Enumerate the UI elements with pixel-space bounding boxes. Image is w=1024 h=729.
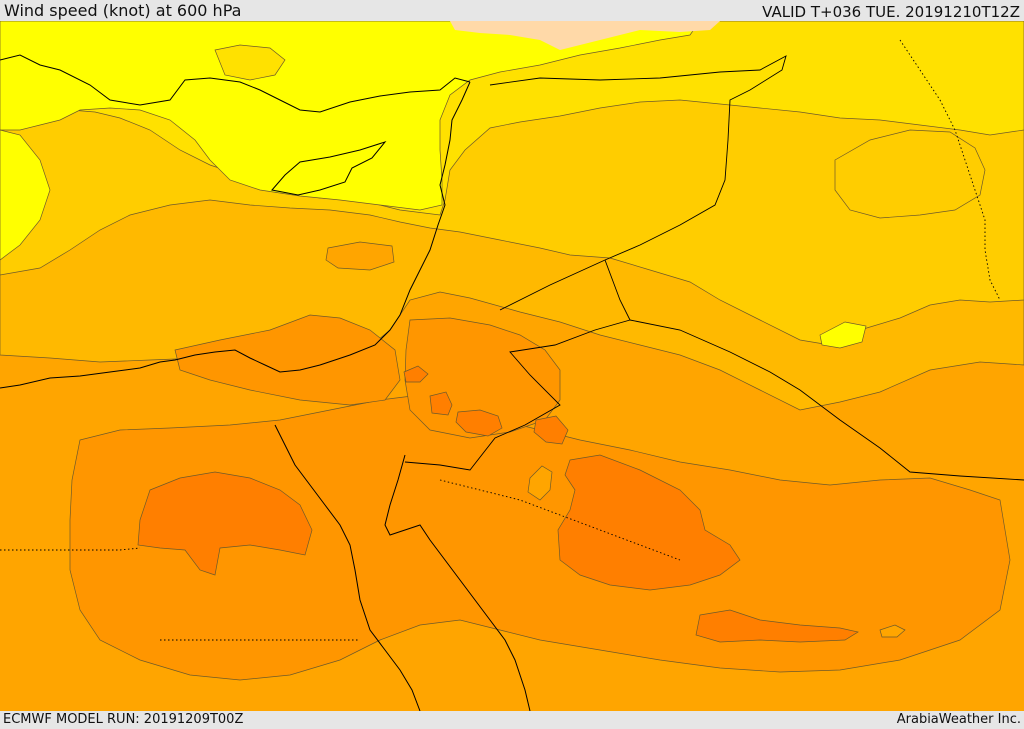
contour-band-cyprus-2 xyxy=(214,44,286,81)
coastline-turkey xyxy=(0,54,471,113)
border-syria-iraq xyxy=(489,55,787,311)
wind-speed-map[interactable] xyxy=(0,21,1024,711)
contour-band-north-1b xyxy=(0,129,51,261)
contour-band-sinai-6 xyxy=(174,314,401,406)
contour-band-jordan-7a xyxy=(455,409,503,437)
model-run-label: ECMWF MODEL RUN: 20191209T00Z xyxy=(3,712,244,727)
contour-band-east-3 xyxy=(834,129,986,219)
contour-band-south-5b xyxy=(879,624,906,638)
contour-band-ne-peach xyxy=(450,21,720,50)
coastline-levant xyxy=(319,81,471,366)
map-title: Wind speed (knot) at 600 hPa xyxy=(4,1,242,20)
contour-band-jordan-7b xyxy=(533,415,569,445)
border-egypt-libya xyxy=(0,547,141,551)
valid-time: VALID T+036 TUE. 20191210T12Z xyxy=(762,3,1020,21)
contour-band-north-1 xyxy=(0,21,701,211)
footer-bar: ECMWF MODEL RUN: 20191209T00Z ArabiaWeat… xyxy=(0,711,1024,729)
contour-band-jordan-7c xyxy=(429,391,453,416)
contour-band-egypt-7 xyxy=(137,471,313,576)
contour-band-saudi-7 xyxy=(557,454,741,591)
border-iran-iraq xyxy=(899,39,1001,301)
contour-band-south-7 xyxy=(695,609,859,643)
contour-band-yellow-blob xyxy=(819,321,867,349)
border-saudi-inner xyxy=(439,479,681,561)
coastline-gulf-aqaba xyxy=(384,454,531,711)
border-saudi-iraq xyxy=(629,319,1024,481)
contour-band-nafud-5 xyxy=(527,465,553,501)
credit-label: ArabiaWeather Inc. xyxy=(896,712,1021,727)
coastline-sinai-red-sea xyxy=(274,424,421,711)
header-bar: Wind speed (knot) at 600 hPa VALID T+036… xyxy=(0,0,1024,21)
coastline-egypt-north xyxy=(0,349,321,389)
contour-band-jordan-7d xyxy=(403,365,429,383)
coastline-cyprus xyxy=(271,141,387,196)
contour-band-levant-5 xyxy=(325,241,395,271)
